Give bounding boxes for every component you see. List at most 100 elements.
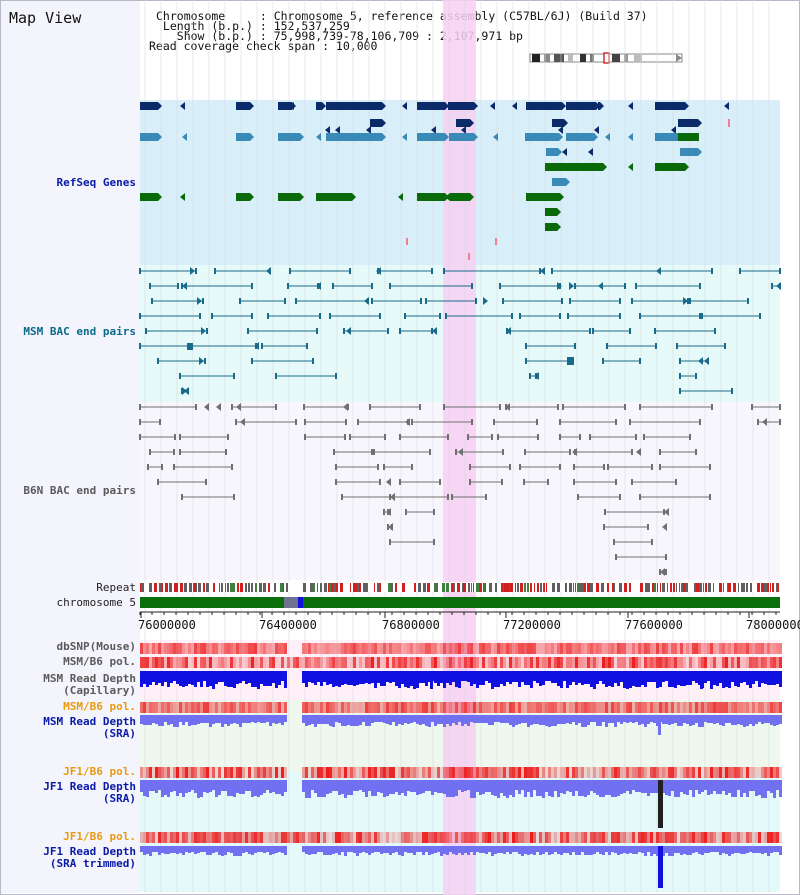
polymorphism-cell (275, 767, 278, 778)
polymorphism-cell (431, 767, 434, 778)
polymorphism-cell (155, 657, 158, 668)
read-depth-bar (728, 780, 731, 793)
polymorphism-cell (566, 643, 569, 654)
polymorphism-cell (758, 767, 761, 778)
polymorphism-cell (530, 832, 533, 843)
label-refseq-genes[interactable]: RefSeq Genes (56, 176, 136, 189)
b6n-bac-pair-end (179, 434, 181, 440)
read-depth-bar (281, 671, 284, 681)
polymorphism-cell (398, 702, 401, 713)
label-msm-b6-pol[interactable]: MSM/B6 pol. (63, 655, 136, 668)
gene-strand-arrow (402, 133, 407, 141)
polymorphism-cell (194, 657, 197, 668)
polymorphism-cell (395, 643, 398, 654)
repeat-element (552, 583, 555, 592)
read-depth-bar (158, 671, 161, 683)
gene-strand-arrow (474, 102, 478, 110)
label-msm-depth-sra[interactable]: MSM Read Depth (43, 715, 136, 728)
repeat-element (515, 583, 516, 592)
label-jf1-pol-1[interactable]: JF1/B6 pol. (63, 765, 136, 778)
label-msm-bac[interactable]: MSM BAC end pairs (23, 325, 136, 338)
label-msm-depth-cap[interactable]: MSM Read Depth (43, 672, 136, 685)
read-depth-bar (470, 780, 473, 798)
label-chromosome[interactable]: chromosome 5 (56, 596, 136, 609)
label-jf1-depth-1[interactable]: JF1 Read Depth (43, 780, 136, 793)
repeat-element (681, 583, 682, 592)
polymorphism-cell (149, 767, 152, 778)
read-depth-bar (485, 715, 488, 723)
read-depth-bar (662, 846, 665, 856)
polymorphism-cell (140, 702, 143, 713)
gene-feature (546, 148, 558, 156)
polymorphism-cell (587, 643, 590, 654)
b6n-bac-pair-end (603, 524, 605, 530)
polymorphism-cell (266, 767, 269, 778)
b6n-bac-pair-end (524, 449, 526, 455)
polymorphism-cell (383, 702, 386, 713)
b6n-bac-pair-end (179, 449, 181, 455)
gene-strand-arrow (461, 126, 466, 134)
repeat-element (705, 583, 707, 592)
polymorphism-cell (464, 767, 467, 778)
polymorphism-cell (524, 832, 527, 843)
msm-bac-pair-end (592, 328, 594, 334)
read-depth-bar (428, 780, 431, 791)
polymorphism-cell (698, 767, 701, 778)
read-depth-bar (530, 780, 533, 797)
read-depth-bar (524, 780, 527, 797)
label-msm-depth-sra-sub: (SRA) (102, 727, 136, 740)
polymorphism-cell (302, 832, 305, 843)
label-dbsnp[interactable]: dbSNP(Mouse) (56, 640, 136, 653)
label-repeat[interactable]: Repeat (96, 581, 136, 594)
read-depth-bar (302, 780, 305, 792)
label-jf1-depth-2[interactable]: JF1 Read Depth (43, 845, 136, 858)
polymorphism-cell (443, 643, 446, 654)
read-depth-bar (560, 671, 563, 688)
label-jf1-pol-2[interactable]: JF1/B6 pol. (63, 830, 136, 843)
chromosome-ideogram[interactable] (528, 52, 688, 64)
repeat-element (761, 583, 764, 592)
read-depth-bar (518, 671, 521, 687)
polymorphism-cell (563, 767, 566, 778)
polymorphism-cell (440, 702, 443, 713)
polymorphism-cell (713, 767, 716, 778)
polymorphism-cell (512, 657, 515, 668)
polymorphism-cell (551, 643, 554, 654)
polymorphism-cell (650, 832, 653, 843)
polymorphism-cell (698, 832, 701, 843)
msm-bac-pair-end (574, 283, 576, 289)
polymorphism-cell (470, 702, 473, 713)
label-msm-b6-pol-sra[interactable]: MSM/B6 pol. (63, 700, 136, 713)
polymorphism-cell (410, 832, 413, 843)
read-depth-bar (662, 715, 665, 724)
label-b6n-bac[interactable]: B6N BAC end pairs (23, 484, 136, 497)
read-depth-bar (629, 780, 632, 794)
msm-bac-pair-end (445, 313, 447, 319)
polymorphism-cell (326, 767, 329, 778)
read-depth-bar (650, 780, 653, 793)
bac-end-arrow (346, 327, 351, 335)
repeat-element (738, 583, 739, 592)
polymorphism-cell (689, 657, 692, 668)
read-depth-bar (521, 715, 524, 723)
polymorphism-cell (494, 657, 497, 668)
polymorphism-cell (671, 832, 674, 843)
polymorphism-cell (356, 657, 359, 668)
polymorphism-cell (281, 643, 284, 654)
polymorphism-cell (755, 643, 758, 654)
read-depth-bar (464, 715, 467, 724)
read-depth-bar (551, 715, 554, 726)
read-depth-bar (524, 671, 527, 685)
repeat-element (662, 583, 665, 592)
gene-feature (655, 133, 685, 141)
repeat-element (180, 583, 183, 592)
read-depth-bar (386, 715, 389, 724)
read-depth-bar (590, 671, 593, 687)
read-depth-bar (248, 715, 251, 723)
repeat-element (434, 583, 435, 592)
read-depth-bar (731, 846, 734, 854)
polymorphism-cell (755, 767, 758, 778)
polymorphism-cell (347, 767, 350, 778)
polymorphism-cell (329, 702, 332, 713)
